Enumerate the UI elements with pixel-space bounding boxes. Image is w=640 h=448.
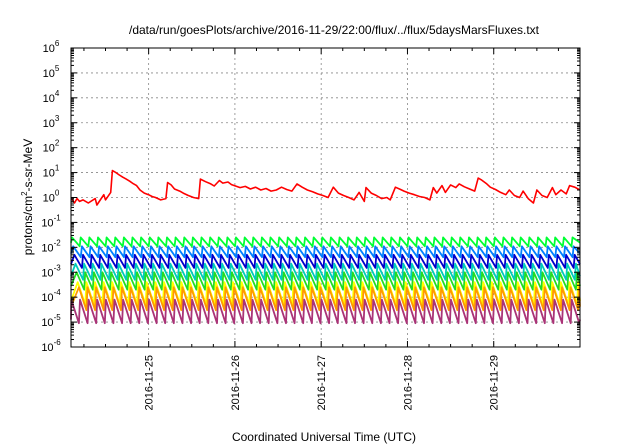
y-tick-exponent: -3 [54, 263, 62, 272]
y-tick-base: 10 [43, 68, 55, 80]
series-line [70, 262, 581, 281]
series-line [70, 169, 581, 206]
axes: 10-610-510-410-310-210-11001011021031041… [41, 39, 581, 410]
y-tick-exponent: -6 [54, 338, 62, 347]
y-tick-base: 10 [43, 168, 55, 180]
x-tick-label: 2016-11-29 [489, 355, 501, 410]
data-series [70, 169, 581, 325]
series-line [70, 236, 581, 248]
y-axis-title-rest: -s-sr-MeV [21, 139, 35, 192]
y-tick-label: 10-4 [41, 288, 61, 304]
y-tick-base: 10 [43, 118, 55, 130]
y-tick-label: 100 [43, 189, 60, 205]
series-line [70, 253, 581, 269]
y-tick-exponent: -1 [54, 213, 62, 222]
y-tick-base: 10 [41, 217, 53, 229]
y-tick-exponent: -2 [54, 238, 62, 247]
y-axis-title-superscript: 2 [20, 191, 29, 196]
series-line [70, 286, 581, 312]
y-tick-base: 10 [43, 93, 55, 105]
x-tick-label: 2016-11-27 [316, 355, 328, 410]
y-tick-base: 10 [41, 342, 53, 354]
y-tick-label: 10-5 [41, 313, 61, 329]
y-tick-exponent: -5 [54, 313, 62, 322]
y-tick-base: 10 [43, 193, 55, 205]
x-tick-label: 2016-11-26 [230, 355, 242, 410]
x-tick-label: 2016-11-25 [144, 355, 156, 410]
y-tick-base: 10 [41, 267, 53, 279]
y-tick-label: 10-2 [41, 238, 61, 254]
series-line [70, 245, 581, 259]
y-tick-base: 10 [43, 143, 55, 155]
y-tick-label: 103 [43, 114, 60, 130]
y-tick-exponent: 1 [55, 164, 60, 173]
y-tick-base: 10 [43, 43, 55, 55]
y-tick-label: 105 [43, 64, 60, 80]
y-tick-exponent: 6 [55, 39, 60, 48]
y-tick-exponent: -4 [54, 288, 62, 297]
series-line [70, 271, 581, 291]
y-tick-label: 106 [43, 39, 60, 55]
y-axis-title: protons/cm2-s-sr-MeV [20, 139, 35, 255]
y-tick-base: 10 [41, 292, 53, 304]
y-axis-title-main: protons/cm [21, 196, 35, 255]
y-tick-label: 10-1 [41, 213, 61, 229]
y-tick-label: 102 [43, 139, 60, 155]
y-tick-exponent: 0 [55, 189, 60, 198]
x-tick-label: 2016-11-28 [402, 355, 414, 410]
y-tick-exponent: 5 [55, 64, 60, 73]
y-tick-exponent: 3 [55, 114, 60, 123]
y-tick-exponent: 4 [55, 89, 60, 98]
series-line [70, 298, 581, 325]
y-tick-label: 104 [43, 89, 60, 105]
y-tick-base: 10 [41, 242, 53, 254]
y-tick-exponent: 2 [55, 139, 60, 148]
x-axis-title: Coordinated Universal Time (UTC) [232, 430, 416, 444]
y-tick-label: 101 [43, 164, 60, 180]
chart-title: /data/run/goesPlots/archive/2016-11-29/2… [129, 23, 540, 37]
y-tick-label: 10-3 [41, 263, 61, 279]
y-tick-label: 10-6 [41, 338, 61, 354]
y-tick-base: 10 [41, 317, 53, 329]
